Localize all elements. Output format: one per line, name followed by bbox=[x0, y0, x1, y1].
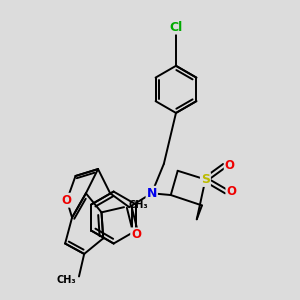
Text: CH₃: CH₃ bbox=[128, 200, 148, 210]
Text: N: N bbox=[146, 187, 157, 200]
Text: O: O bbox=[226, 185, 236, 198]
Text: CH₃: CH₃ bbox=[57, 275, 76, 285]
Text: O: O bbox=[62, 194, 72, 207]
Text: O: O bbox=[131, 228, 141, 242]
Text: S: S bbox=[201, 173, 210, 186]
Text: O: O bbox=[225, 159, 235, 172]
Text: Cl: Cl bbox=[169, 20, 183, 34]
